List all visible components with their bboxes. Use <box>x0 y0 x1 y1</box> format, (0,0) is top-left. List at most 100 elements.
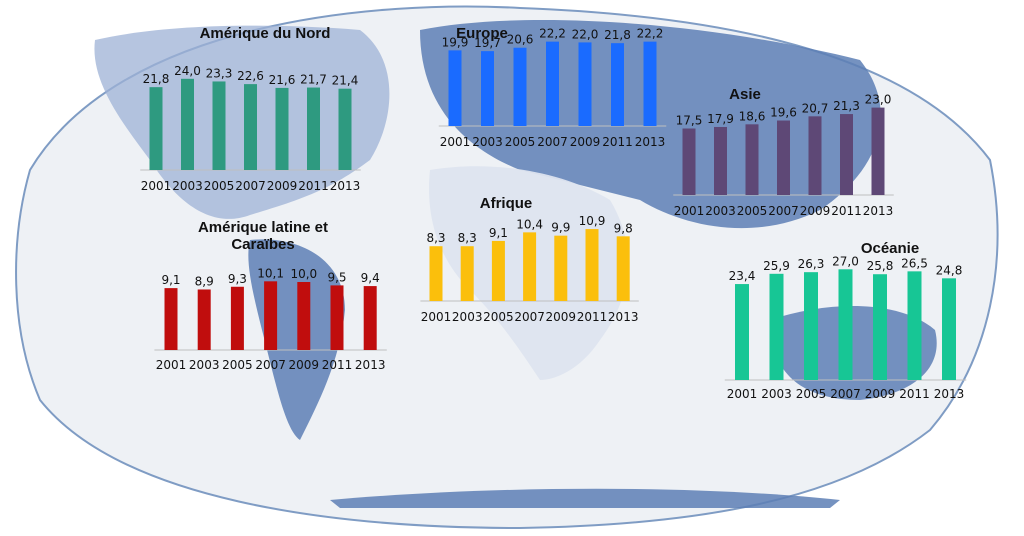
data-label: 19,7 <box>474 36 501 50</box>
data-label: 10,9 <box>579 214 606 228</box>
data-label: 24,0 <box>174 64 201 78</box>
x-tick-label: 2013 <box>608 310 639 324</box>
x-tick-label: 2013 <box>863 204 894 218</box>
data-label: 19,6 <box>770 106 797 120</box>
chart-title: Caraïbes <box>231 236 294 253</box>
x-tick-label: 2003 <box>705 204 736 218</box>
x-tick-label: 2001 <box>156 358 187 372</box>
data-label: 25,8 <box>867 259 894 273</box>
data-label: 24,8 <box>936 263 963 277</box>
data-label: 9,5 <box>327 270 346 284</box>
x-tick-label: 2013 <box>355 358 386 372</box>
x-tick-label: 2009 <box>865 387 896 401</box>
data-label: 9,4 <box>361 271 380 285</box>
data-label: 26,3 <box>798 257 825 271</box>
data-label: 22,2 <box>637 27 664 41</box>
data-label: 9,8 <box>614 221 633 235</box>
bar-2011 <box>907 271 922 380</box>
bar-2005 <box>491 240 505 301</box>
x-tick-label: 2013 <box>330 179 361 193</box>
panel-oceanie: Océanie 23,4 2001 25,9 2003 26,3 2005 27,0 2007 2… <box>724 240 967 401</box>
bar-2009 <box>554 235 568 301</box>
x-tick-label: 2007 <box>768 204 799 218</box>
x-tick-label: 2007 <box>514 310 545 324</box>
bar-2009 <box>873 274 887 380</box>
x-tick-label: 2009 <box>546 310 577 324</box>
data-label: 8,3 <box>426 231 445 245</box>
data-label: 26,5 <box>901 256 928 270</box>
x-tick-label: 2005 <box>483 310 514 324</box>
data-label: 27,0 <box>832 254 859 268</box>
bar-2005 <box>804 272 818 380</box>
x-tick-label: 2001 <box>440 135 471 149</box>
x-tick-label: 2009 <box>570 135 601 149</box>
bar-2009 <box>275 87 289 170</box>
bar-2001 <box>448 50 462 126</box>
data-label: 21,8 <box>604 28 631 42</box>
panel-amerique-du-nord: Amérique du Nord 21,8 2001 24,0 2003 23,3 2005… <box>140 25 361 193</box>
data-label: 9,1 <box>161 273 180 287</box>
bar-2011 <box>307 87 320 170</box>
data-label: 21,6 <box>269 73 296 87</box>
x-tick-label: 2005 <box>505 135 536 149</box>
bar-2009 <box>297 282 311 350</box>
data-label: 22,6 <box>237 69 264 83</box>
x-tick-label: 2003 <box>472 135 503 149</box>
x-tick-label: 2005 <box>796 387 827 401</box>
data-label: 21,4 <box>332 74 359 88</box>
bar-2005 <box>513 47 527 126</box>
bar-2013 <box>871 107 885 195</box>
data-label: 10,4 <box>516 217 543 231</box>
data-label: 23,4 <box>729 269 756 283</box>
data-label: 23,0 <box>865 93 892 107</box>
x-tick-label: 2007 <box>255 358 286 372</box>
x-tick-label: 2005 <box>737 204 768 218</box>
bar-2003 <box>197 289 211 350</box>
bar-2003 <box>481 51 494 126</box>
bar-2013 <box>363 286 377 350</box>
x-tick-label: 2007 <box>537 135 568 149</box>
data-label: 22,0 <box>572 27 599 41</box>
bar-2001 <box>149 87 163 170</box>
data-label: 21,3 <box>833 99 860 113</box>
bar-2009 <box>808 116 822 195</box>
x-tick-label: 2007 <box>830 387 861 401</box>
data-label: 20,7 <box>802 101 829 115</box>
x-tick-label: 2001 <box>141 179 172 193</box>
x-tick-label: 2013 <box>934 387 965 401</box>
data-label: 8,3 <box>458 231 477 245</box>
data-label: 8,9 <box>195 274 214 288</box>
x-tick-label: 2009 <box>267 179 298 193</box>
bar-2011 <box>611 43 624 126</box>
chart-title: Amérique latine et <box>198 219 328 236</box>
bar-2013 <box>643 41 657 126</box>
x-tick-label: 2003 <box>452 310 483 324</box>
bar-2013 <box>338 88 352 170</box>
bar-2003 <box>714 126 727 195</box>
chart-title: Océanie <box>861 240 919 257</box>
x-tick-label: 2003 <box>761 387 792 401</box>
data-label: 9,1 <box>489 226 508 240</box>
bar-2005 <box>745 124 759 195</box>
data-label: 21,7 <box>300 73 327 87</box>
data-label: 23,3 <box>206 66 233 80</box>
bar-2005 <box>212 81 226 170</box>
bar-2013 <box>616 236 630 301</box>
bar-2001 <box>429 246 443 301</box>
bar-2005 <box>230 286 244 350</box>
data-label: 19,9 <box>442 35 469 49</box>
x-tick-label: 2011 <box>322 358 353 372</box>
bar-2011 <box>585 229 599 301</box>
data-label: 18,6 <box>739 109 766 123</box>
bar-2007 <box>838 269 853 380</box>
panel-afrique: Afrique 8,3 2001 8,3 2003 9,1 2005 10,4 2007 9,9 2… <box>420 195 639 324</box>
x-tick-label: 2005 <box>204 179 235 193</box>
antarctica-landmass <box>330 488 840 508</box>
bar-2009 <box>578 42 592 126</box>
data-label: 21,8 <box>143 72 170 86</box>
x-tick-label: 2001 <box>674 204 705 218</box>
x-tick-label: 2001 <box>421 310 452 324</box>
bar-2003 <box>460 246 474 301</box>
data-label: 25,9 <box>763 259 790 273</box>
